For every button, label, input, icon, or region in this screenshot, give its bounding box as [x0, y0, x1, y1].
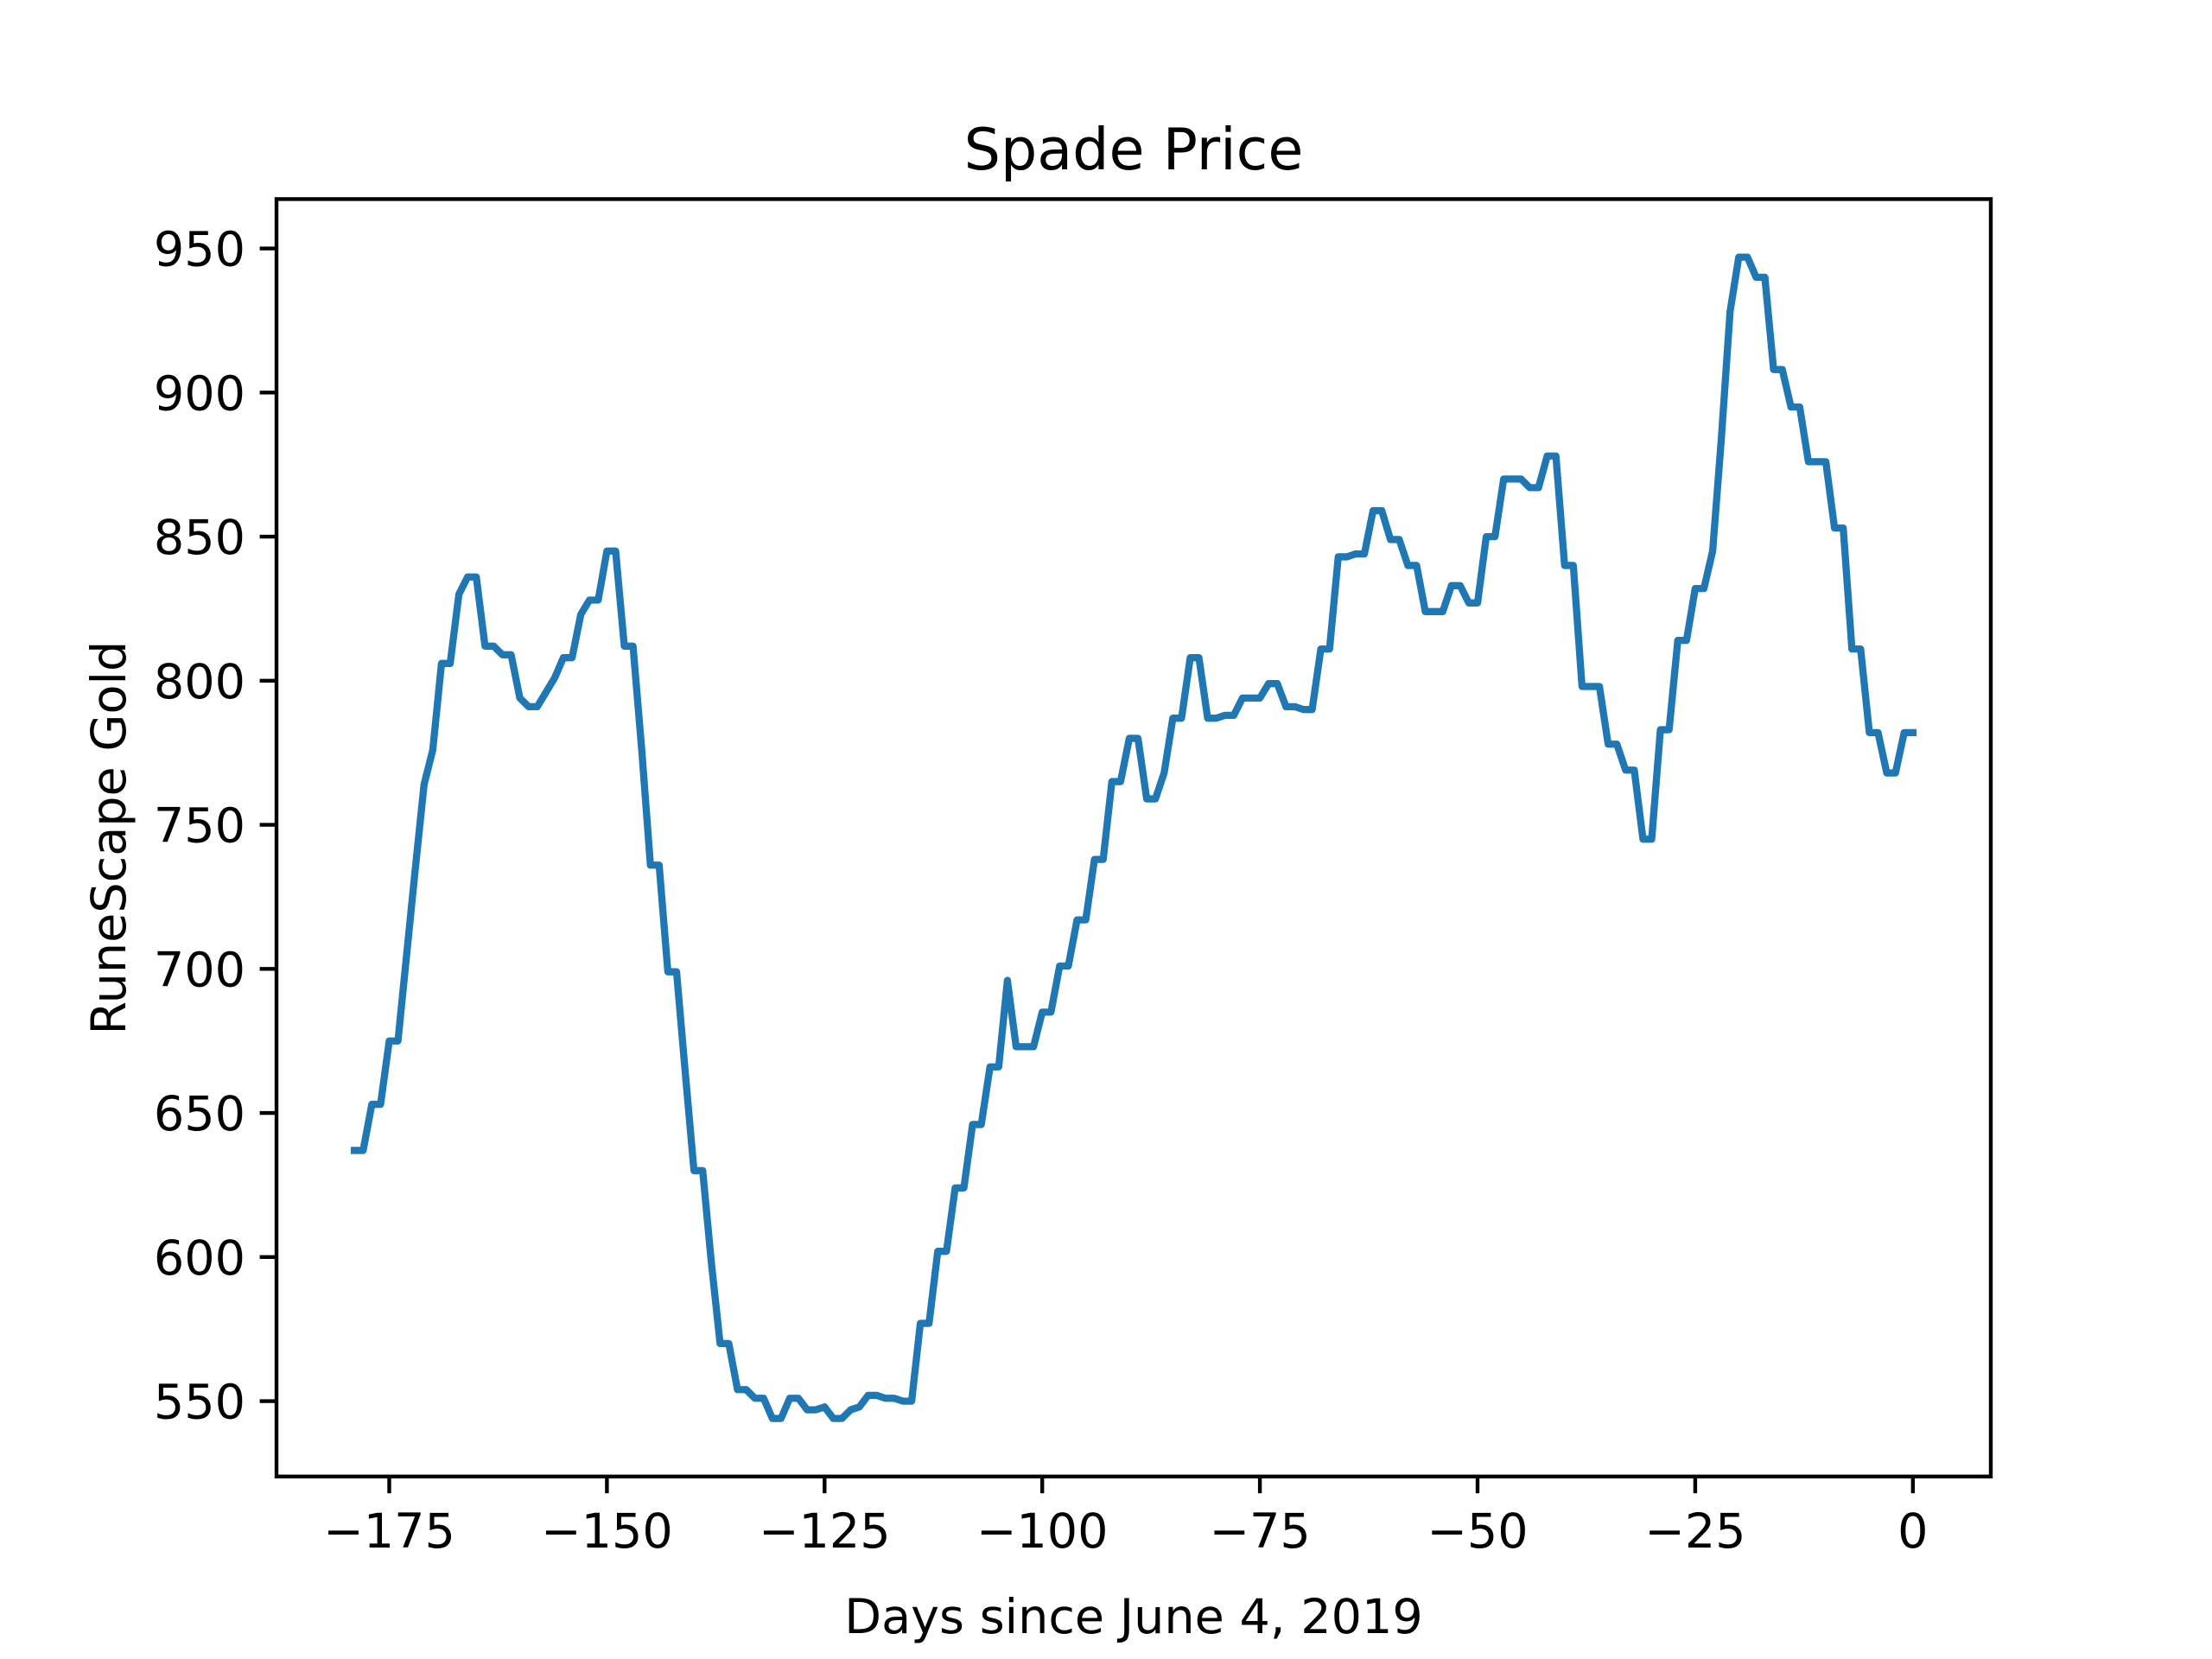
chart-title: Spade Price [964, 116, 1304, 183]
x-tick-label: −25 [1644, 1503, 1745, 1560]
y-tick-label: 650 [154, 1086, 245, 1142]
x-tick-label: −75 [1209, 1503, 1310, 1560]
x-tick-label: −175 [323, 1503, 455, 1560]
y-axis-label: RuneScape Gold [81, 641, 137, 1035]
y-tick-label: 550 [154, 1375, 245, 1431]
y-tick-label: 600 [154, 1230, 245, 1287]
y-tick-label: 900 [154, 365, 245, 422]
x-tick-label: −125 [759, 1503, 891, 1560]
y-tick-label: 850 [154, 510, 245, 566]
data-line [351, 253, 1916, 1422]
plot-frame [274, 197, 1993, 1479]
y-tick-label: 800 [154, 654, 245, 710]
x-tick-label: −150 [541, 1503, 673, 1560]
y-tick-label: 700 [154, 942, 245, 998]
y-tick-label: 750 [154, 798, 245, 855]
x-tick-label: −100 [976, 1503, 1109, 1560]
y-tick-label: 950 [154, 222, 245, 278]
x-tick-label: 0 [1897, 1503, 1928, 1560]
x-tick-label: −50 [1427, 1503, 1528, 1560]
x-axis-label: Days since June 4, 2019 [844, 1589, 1422, 1645]
